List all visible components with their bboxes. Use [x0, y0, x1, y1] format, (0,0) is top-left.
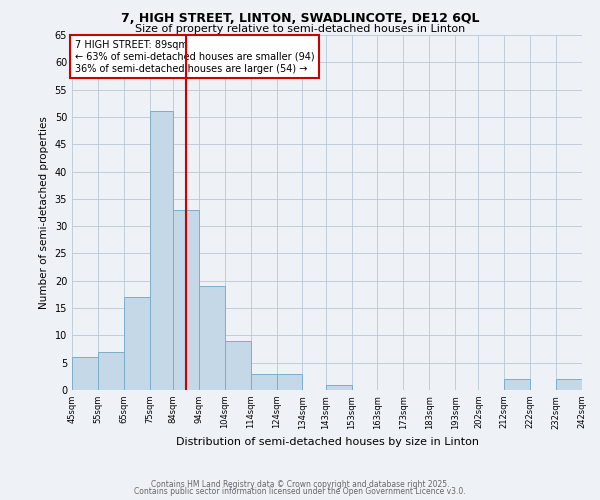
Bar: [505, 379, 530, 390]
Bar: [556, 379, 582, 390]
Text: 7 HIGH STREET: 89sqm
← 63% of semi-detached houses are smaller (94)
36% of semi-: 7 HIGH STREET: 89sqm ← 63% of semi-detac…: [74, 40, 314, 74]
Text: Size of property relative to semi-detached houses in Linton: Size of property relative to semi-detach…: [135, 24, 465, 34]
Text: 7, HIGH STREET, LINTON, SWADLINCOTE, DE12 6QL: 7, HIGH STREET, LINTON, SWADLINCOTE, DE1…: [121, 12, 479, 26]
Bar: [98, 352, 124, 390]
Bar: [72, 357, 98, 390]
Bar: [149, 112, 173, 390]
Bar: [199, 286, 225, 390]
Bar: [124, 297, 149, 390]
Bar: [326, 384, 352, 390]
Bar: [225, 341, 251, 390]
X-axis label: Distribution of semi-detached houses by size in Linton: Distribution of semi-detached houses by …: [176, 437, 479, 447]
Y-axis label: Number of semi-detached properties: Number of semi-detached properties: [39, 116, 49, 309]
Bar: [173, 210, 199, 390]
Text: Contains public sector information licensed under the Open Government Licence v3: Contains public sector information licen…: [134, 487, 466, 496]
Bar: [251, 374, 277, 390]
Text: Contains HM Land Registry data © Crown copyright and database right 2025.: Contains HM Land Registry data © Crown c…: [151, 480, 449, 489]
Bar: [277, 374, 302, 390]
